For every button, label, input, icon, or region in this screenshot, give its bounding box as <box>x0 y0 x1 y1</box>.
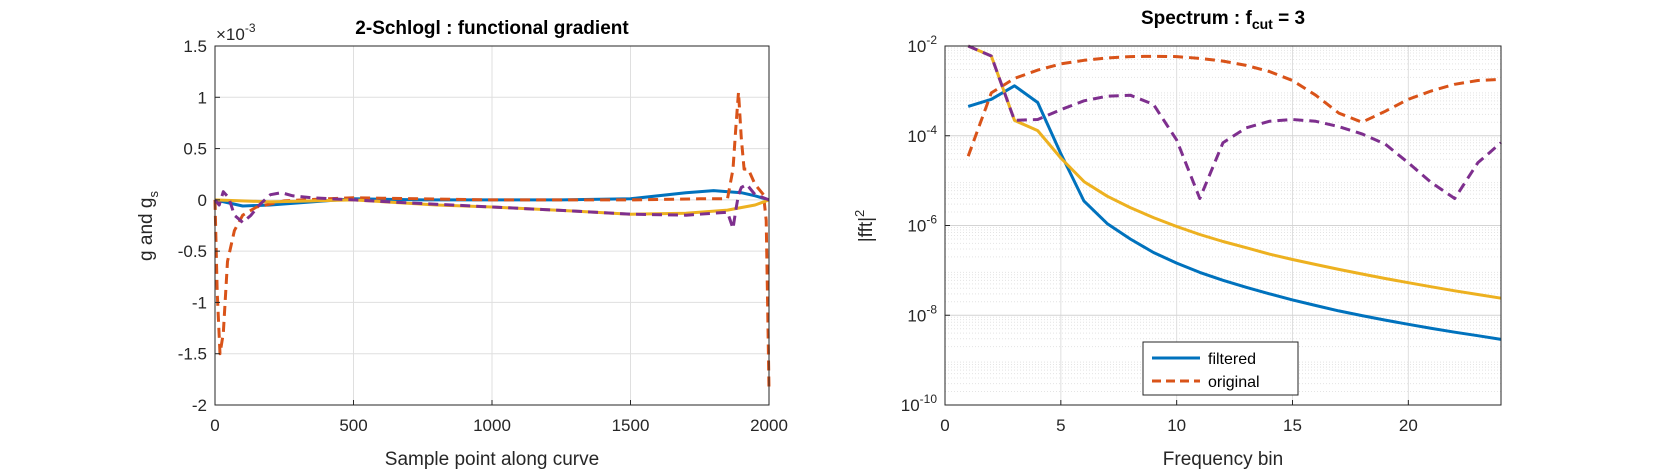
right-x-axis-label: Frequency bin <box>1163 449 1283 470</box>
right-x-tick-label: 5 <box>1056 416 1065 435</box>
left-y-axis-label-sub: s <box>146 191 161 198</box>
left-y-tick-label: -2 <box>192 396 207 415</box>
right-chart-title-tail: = 3 <box>1273 8 1305 29</box>
left-tick-labels: 0 500 1000 1500 2000 -2 -1.5 -1 -0.5 0 0.5 1 1.5 <box>178 37 788 435</box>
left-tick-marks <box>214 45 770 406</box>
right-chart-title-main: Spectrum : f <box>1141 8 1253 29</box>
left-y-tick-label: -1.5 <box>178 345 207 364</box>
right-y-axis-label-sup: 2 <box>852 210 867 217</box>
right-y-tick-label: 10-10 <box>901 392 938 415</box>
right-series-line-3 <box>967 44 1502 300</box>
left-series-lines <box>213 90 771 390</box>
left-y-tick-label: 0.5 <box>183 140 207 159</box>
left-y-tick-label: 1.5 <box>183 37 207 56</box>
right-tick-labels: 0 5 10 15 20 10-10 10-8 10-6 10-4 10-2 <box>901 33 1418 435</box>
right-y-axis-label: |fft|2 <box>852 210 877 243</box>
legend-box <box>1142 341 1299 396</box>
right-series-line-2 <box>966 54 1502 157</box>
legend-label-original: original <box>1208 374 1260 391</box>
left-x-tick-label: 2000 <box>750 416 788 435</box>
right-x-tick-label: 20 <box>1399 416 1418 435</box>
left-y-tick-label: -0.5 <box>178 242 207 261</box>
right-x-tick-label: 15 <box>1283 416 1302 435</box>
right-series-line-4 <box>967 44 1502 200</box>
right-legend: filtered original <box>1142 341 1299 396</box>
right-series-lines <box>966 44 1502 341</box>
left-chart: 0 500 1000 1500 2000 -2 -1.5 -1 -0.5 0 0.5 1 1.5 2-S… <box>136 18 788 470</box>
right-chart: 0 5 10 15 20 10-10 10-8 10-6 10-4 10-2 Spectrum :… <box>852 8 1502 470</box>
right-x-tick-label: 10 <box>1167 416 1186 435</box>
left-x-tick-label: 500 <box>339 416 367 435</box>
left-y-axis-label: g and gs <box>136 191 161 261</box>
left-chart-title: 2-Schlogl : functional gradient <box>355 18 629 39</box>
left-y-multiplier: ×10-3 <box>216 21 256 44</box>
left-x-tick-label: 0 <box>210 416 219 435</box>
right-chart-title: Spectrum : fcut = 3 <box>1141 8 1305 32</box>
left-series-line-2 <box>213 90 771 390</box>
left-y-tick-label: 1 <box>198 88 207 107</box>
left-y-tick-label: -1 <box>192 293 207 312</box>
legend-label-filtered: filtered <box>1208 351 1256 368</box>
right-series-line-1 <box>967 84 1502 341</box>
left-y-axis-label-main: g and g <box>136 198 157 261</box>
right-y-tick-label: 10-2 <box>907 33 937 56</box>
left-x-tick-label: 1500 <box>612 416 650 435</box>
right-x-tick-label: 0 <box>940 416 949 435</box>
left-y-multiplier-exp: -3 <box>245 21 256 35</box>
left-y-tick-label: 0 <box>198 191 207 210</box>
right-y-tick-label: 10-6 <box>907 213 937 236</box>
left-x-tick-label: 1000 <box>473 416 511 435</box>
left-y-multiplier-base: ×10 <box>216 25 245 44</box>
right-y-tick-label: 10-8 <box>907 302 937 325</box>
left-series-line-4 <box>213 183 770 231</box>
right-tick-marks <box>944 45 1409 406</box>
right-y-tick-label: 10-4 <box>907 123 937 146</box>
right-y-axis-label-main: |fft| <box>856 217 877 242</box>
right-chart-title-sub: cut <box>1252 16 1273 32</box>
left-x-axis-label: Sample point along curve <box>385 449 599 470</box>
